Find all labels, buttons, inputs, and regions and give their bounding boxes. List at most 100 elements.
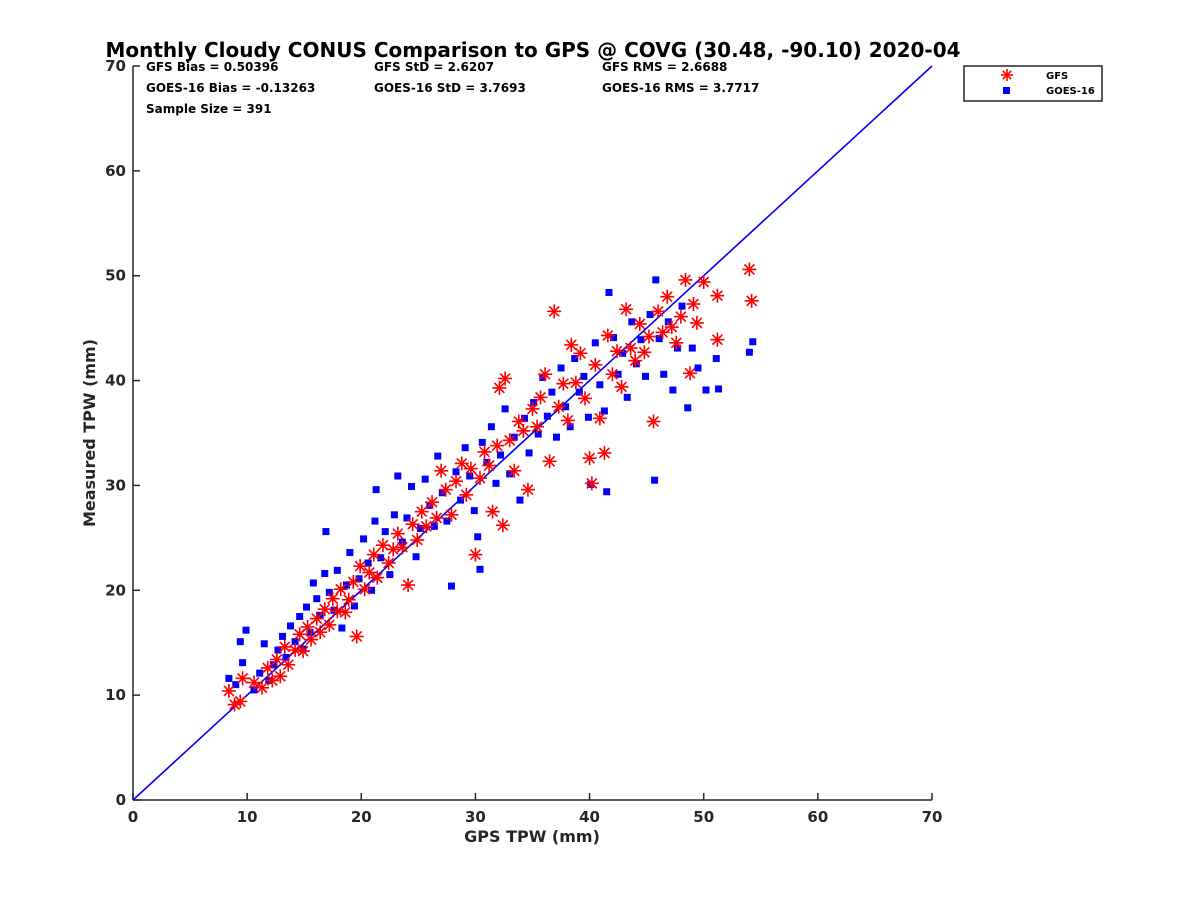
gfs-point-stroke — [675, 311, 687, 323]
gfs-point-stroke — [661, 291, 673, 303]
gfs-point-stroke — [666, 321, 678, 333]
goes16-point — [628, 318, 636, 326]
goes16-point — [712, 355, 720, 363]
gfs-point-stroke — [513, 415, 525, 427]
gfs-point — [651, 304, 666, 319]
goes16-point — [474, 533, 482, 541]
gfs-point-stroke — [323, 619, 335, 631]
gfs-point-stroke — [522, 484, 534, 496]
gfs-point — [744, 293, 759, 308]
legend-goes16-marker — [1003, 87, 1010, 94]
gfs-point-stroke — [562, 414, 574, 426]
goes16-point — [548, 388, 556, 396]
goes16-point — [584, 413, 592, 421]
y-tick-label: 40 — [105, 372, 126, 390]
gfs-point-stroke — [487, 506, 499, 518]
gfs-point-stroke — [262, 662, 274, 674]
gfs-point-stroke — [450, 475, 462, 487]
gfs-point — [300, 619, 315, 634]
gfs-point — [605, 367, 620, 382]
gfs-point — [235, 671, 250, 686]
goes16-point — [521, 414, 529, 422]
gfs-point — [556, 376, 571, 391]
goes16-point — [610, 334, 618, 342]
goes16-point — [355, 575, 363, 583]
gfs-point — [655, 325, 670, 340]
stat-goes-std: GOES-16 StD = 3.7693 — [374, 81, 526, 95]
goes16-point — [497, 451, 505, 459]
gfs-point-stroke — [497, 519, 509, 531]
gfs-point — [425, 495, 440, 510]
gfs-point — [463, 461, 478, 476]
gfs-point — [304, 632, 319, 647]
gfs-point-stroke — [544, 455, 556, 467]
goes16-point — [684, 404, 692, 412]
gfs-point — [683, 366, 698, 381]
gfs-point — [366, 547, 381, 562]
stat-gfs-std: GFS StD = 2.6207 — [374, 60, 494, 74]
gfs-point-stroke — [368, 549, 380, 561]
gfs-point — [485, 504, 500, 519]
gfs-point-stroke — [517, 425, 529, 437]
goes16-point — [330, 606, 338, 614]
gfs-point — [664, 320, 679, 335]
gfs-point — [689, 315, 704, 330]
gfs-point — [375, 538, 390, 553]
gfs-point-stroke — [548, 305, 560, 317]
gfs-point — [632, 316, 647, 331]
gfs-point — [477, 444, 492, 459]
goes16-point — [256, 669, 264, 677]
goes16-point — [652, 276, 660, 284]
gfs-point-stroke — [354, 560, 366, 572]
goes16-point — [364, 559, 372, 567]
chart-title: Monthly Cloudy CONUS Comparison to GPS @… — [105, 38, 960, 62]
series-gfs — [221, 262, 759, 712]
gfs-point — [669, 335, 684, 350]
gfs-point — [405, 517, 420, 532]
gfs-point — [277, 639, 292, 654]
gfs-point — [325, 591, 340, 606]
gfs-point — [573, 346, 588, 361]
goes16-point — [702, 386, 710, 394]
goes16-point — [632, 360, 640, 368]
goes16-point — [466, 472, 474, 480]
y-tick-label: 60 — [105, 162, 126, 180]
gfs-point-stroke — [643, 331, 655, 343]
gfs-point — [317, 602, 332, 617]
gfs-point — [516, 423, 531, 438]
goes16-point — [296, 613, 304, 620]
gfs-point — [233, 694, 248, 709]
goes16-point — [279, 632, 287, 640]
gfs-point-stroke — [377, 539, 389, 551]
gfs-point-stroke — [499, 372, 511, 384]
gfs-point — [646, 414, 661, 429]
gfs-point-stroke — [670, 337, 682, 349]
gfs-point-stroke — [508, 465, 520, 477]
gfs-point-stroke — [657, 326, 669, 338]
stat-goes-bias: GOES-16 Bias = -0.13263 — [146, 81, 315, 95]
goes16-point — [368, 586, 376, 594]
gfs-point-stroke — [606, 368, 618, 380]
gfs-point — [254, 680, 269, 695]
gfs-point-stroke — [684, 367, 696, 379]
goes16-point — [313, 595, 321, 603]
gfs-point-stroke — [305, 634, 317, 646]
gfs-point — [338, 605, 353, 620]
goes16-point — [501, 405, 509, 413]
gfs-point-stroke — [460, 489, 472, 501]
goes16-point — [655, 335, 663, 343]
gfs-point — [641, 329, 656, 344]
gfs-point-stroke — [248, 677, 260, 689]
gfs-point-stroke — [584, 452, 596, 464]
goes16-point — [417, 524, 425, 532]
goes16-point — [250, 686, 258, 694]
goes16-point — [394, 472, 402, 480]
gfs-point — [381, 556, 396, 571]
y-tick-label: 70 — [105, 57, 126, 75]
gfs-point — [490, 438, 505, 453]
x-tick-label: 0 — [128, 808, 138, 826]
gfs-point — [538, 367, 553, 382]
gfs-point — [600, 328, 615, 343]
goes16-point — [603, 488, 611, 496]
goes16-point — [239, 659, 247, 667]
